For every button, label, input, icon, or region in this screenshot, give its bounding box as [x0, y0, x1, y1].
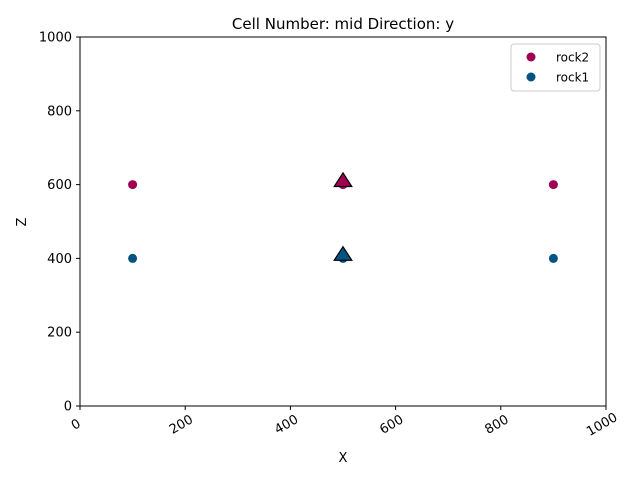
y-tick-label: 400: [47, 252, 72, 267]
legend-label-rock2: rock2: [556, 51, 589, 65]
legend-label-rock1: rock1: [556, 71, 589, 85]
legend-marker-rock2: [526, 52, 536, 62]
legend-marker-rock1: [526, 72, 536, 82]
y-tick-label: 200: [47, 326, 72, 341]
chart-title: Cell Number: mid Direction: y: [232, 15, 454, 33]
y-tick-label: 1000: [39, 31, 72, 46]
plot-area: [79, 36, 607, 407]
orientation-marker: [333, 245, 353, 261]
point-rock1: [128, 253, 138, 263]
axes-frame: [79, 36, 607, 407]
y-axis: 0 200 400 600 800 1000: [39, 31, 80, 415]
y-tick-label: 0: [64, 400, 72, 415]
orientation-marker: [333, 171, 353, 188]
y-axis-label: Z: [15, 217, 30, 226]
legend: rock2 rock1: [510, 43, 601, 92]
x-axis-label: X: [339, 451, 348, 466]
point-rock1: [548, 253, 558, 263]
point-rock2: [128, 180, 138, 190]
y-tick-label: 600: [47, 178, 72, 193]
y-tick-label: 800: [47, 104, 72, 119]
point-rock2: [548, 180, 558, 190]
